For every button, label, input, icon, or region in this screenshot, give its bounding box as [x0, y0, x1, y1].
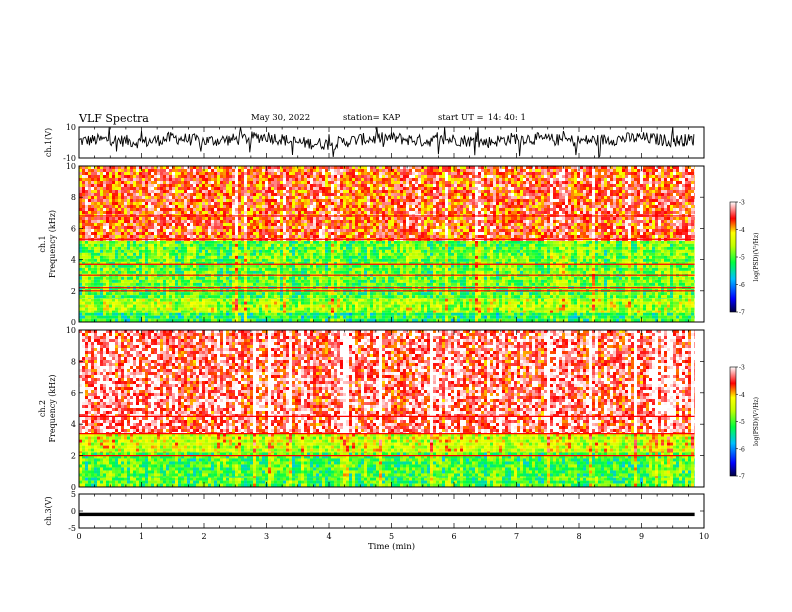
ch2-spectrogram-ylabel: ch.2Frequency (kHz) — [38, 374, 57, 442]
ch1-spectrogram-ytick-label: 6 — [71, 224, 76, 233]
ch3-waveform-ylabel: ch.3(V) — [44, 496, 53, 525]
ch1-waveform-ytick-label: 10 — [66, 123, 76, 132]
ch2-spectrogram-colorbar-label: log(PSD)(V²/Hz) — [753, 397, 760, 446]
ch2-spectrogram-ytick-label: 2 — [71, 452, 76, 461]
ch2-spectrogram-colorbar-tick-label: -6 — [739, 446, 745, 453]
plot-title: VLF Spectra — [79, 112, 149, 125]
ch1-spectrogram-colorbar — [729, 201, 737, 313]
ch1-spectrogram-colorbar-tick-label: -4 — [739, 227, 745, 234]
ch1-waveform-ylabel: ch.1(V) — [44, 128, 53, 157]
ch2-spectrogram-ytick-label: 6 — [71, 389, 76, 398]
time-axis-tick-label: 10 — [699, 532, 709, 541]
ch2-spectrogram-colorbar-tick-label: -7 — [739, 474, 745, 481]
ch1-spectrogram-colorbar-tick-label: -6 — [739, 282, 745, 289]
ch2-spectrogram-colorbar-tick-label: -3 — [739, 365, 745, 372]
time-axis-tick-label: 8 — [576, 532, 581, 541]
ch3-waveform-ytick-label: 5 — [71, 490, 76, 499]
ch3-waveform-band — [79, 512, 695, 517]
ch1-spectrogram-ytick-label: 8 — [71, 193, 76, 202]
start-ut-prefix: start UT = — [438, 113, 484, 123]
ch1-spectrogram-ytick-label: 2 — [71, 287, 76, 296]
time-axis-tick-label: 3 — [264, 532, 269, 541]
ch2-spectrogram-ytick-label: 4 — [71, 420, 76, 429]
ch1-spectrogram-ylabel: ch.1Frequency (kHz) — [38, 210, 57, 278]
ch1-spectrogram-ytick-label: 4 — [71, 256, 76, 265]
start-ut-value: 14: 40: 1 — [488, 113, 526, 123]
ch2-spectrogram-colorbar-tick-label: -4 — [739, 392, 745, 399]
time-axis-tick-label: 5 — [389, 532, 394, 541]
ch1-waveform-ytick-label: -10 — [63, 154, 76, 163]
time-axis-tick-label: 0 — [76, 532, 81, 541]
time-axis-tick-label: 9 — [639, 532, 644, 541]
ch1-waveform-line — [78, 126, 695, 159]
ch1-spectrogram-colorbar-tick-label: -3 — [739, 200, 745, 207]
ch1-spectrogram-colorbar-label: log(PSD)(V²/Hz) — [753, 233, 760, 282]
time-axis-tick-label: 1 — [139, 532, 144, 541]
time-axis-tick-label: 2 — [201, 532, 206, 541]
date-label: May 30, 2022 — [251, 113, 310, 123]
ch2-spectrogram-colorbar-tick-label: -5 — [739, 419, 745, 426]
station-label: station= KAP — [343, 113, 400, 123]
ch2-spectrogram-ytick-label: 0 — [71, 483, 76, 492]
ch3-waveform-ytick-label: -5 — [68, 524, 76, 533]
ch1-spectrogram-colorbar-tick-label: -7 — [739, 310, 745, 317]
ch1-spectrogram-image — [79, 166, 695, 322]
ch3-waveform-ytick-label: 0 — [71, 507, 76, 516]
ch2-spectrogram-colorbar — [729, 366, 737, 477]
ch1-spectrogram-ytick-label: 10 — [66, 162, 76, 171]
ch2-spectrogram-ytick-label: 10 — [66, 326, 76, 335]
time-axis-label: Time (min) — [368, 541, 415, 552]
time-axis-tick-label: 7 — [514, 532, 519, 541]
ch1-spectrogram-ytick-label: 0 — [71, 318, 76, 327]
ch2-spectrogram-image — [79, 330, 695, 487]
ch3-waveform-frame — [78, 493, 705, 529]
time-axis-tick-label: 4 — [326, 532, 331, 541]
time-axis-tick-label: 6 — [451, 532, 456, 541]
ch2-spectrogram-ytick-label: 8 — [71, 357, 76, 366]
start-ut-label: start UT = 14: 40: 1 — [438, 113, 526, 123]
ch1-spectrogram-colorbar-tick-label: -5 — [739, 255, 745, 262]
